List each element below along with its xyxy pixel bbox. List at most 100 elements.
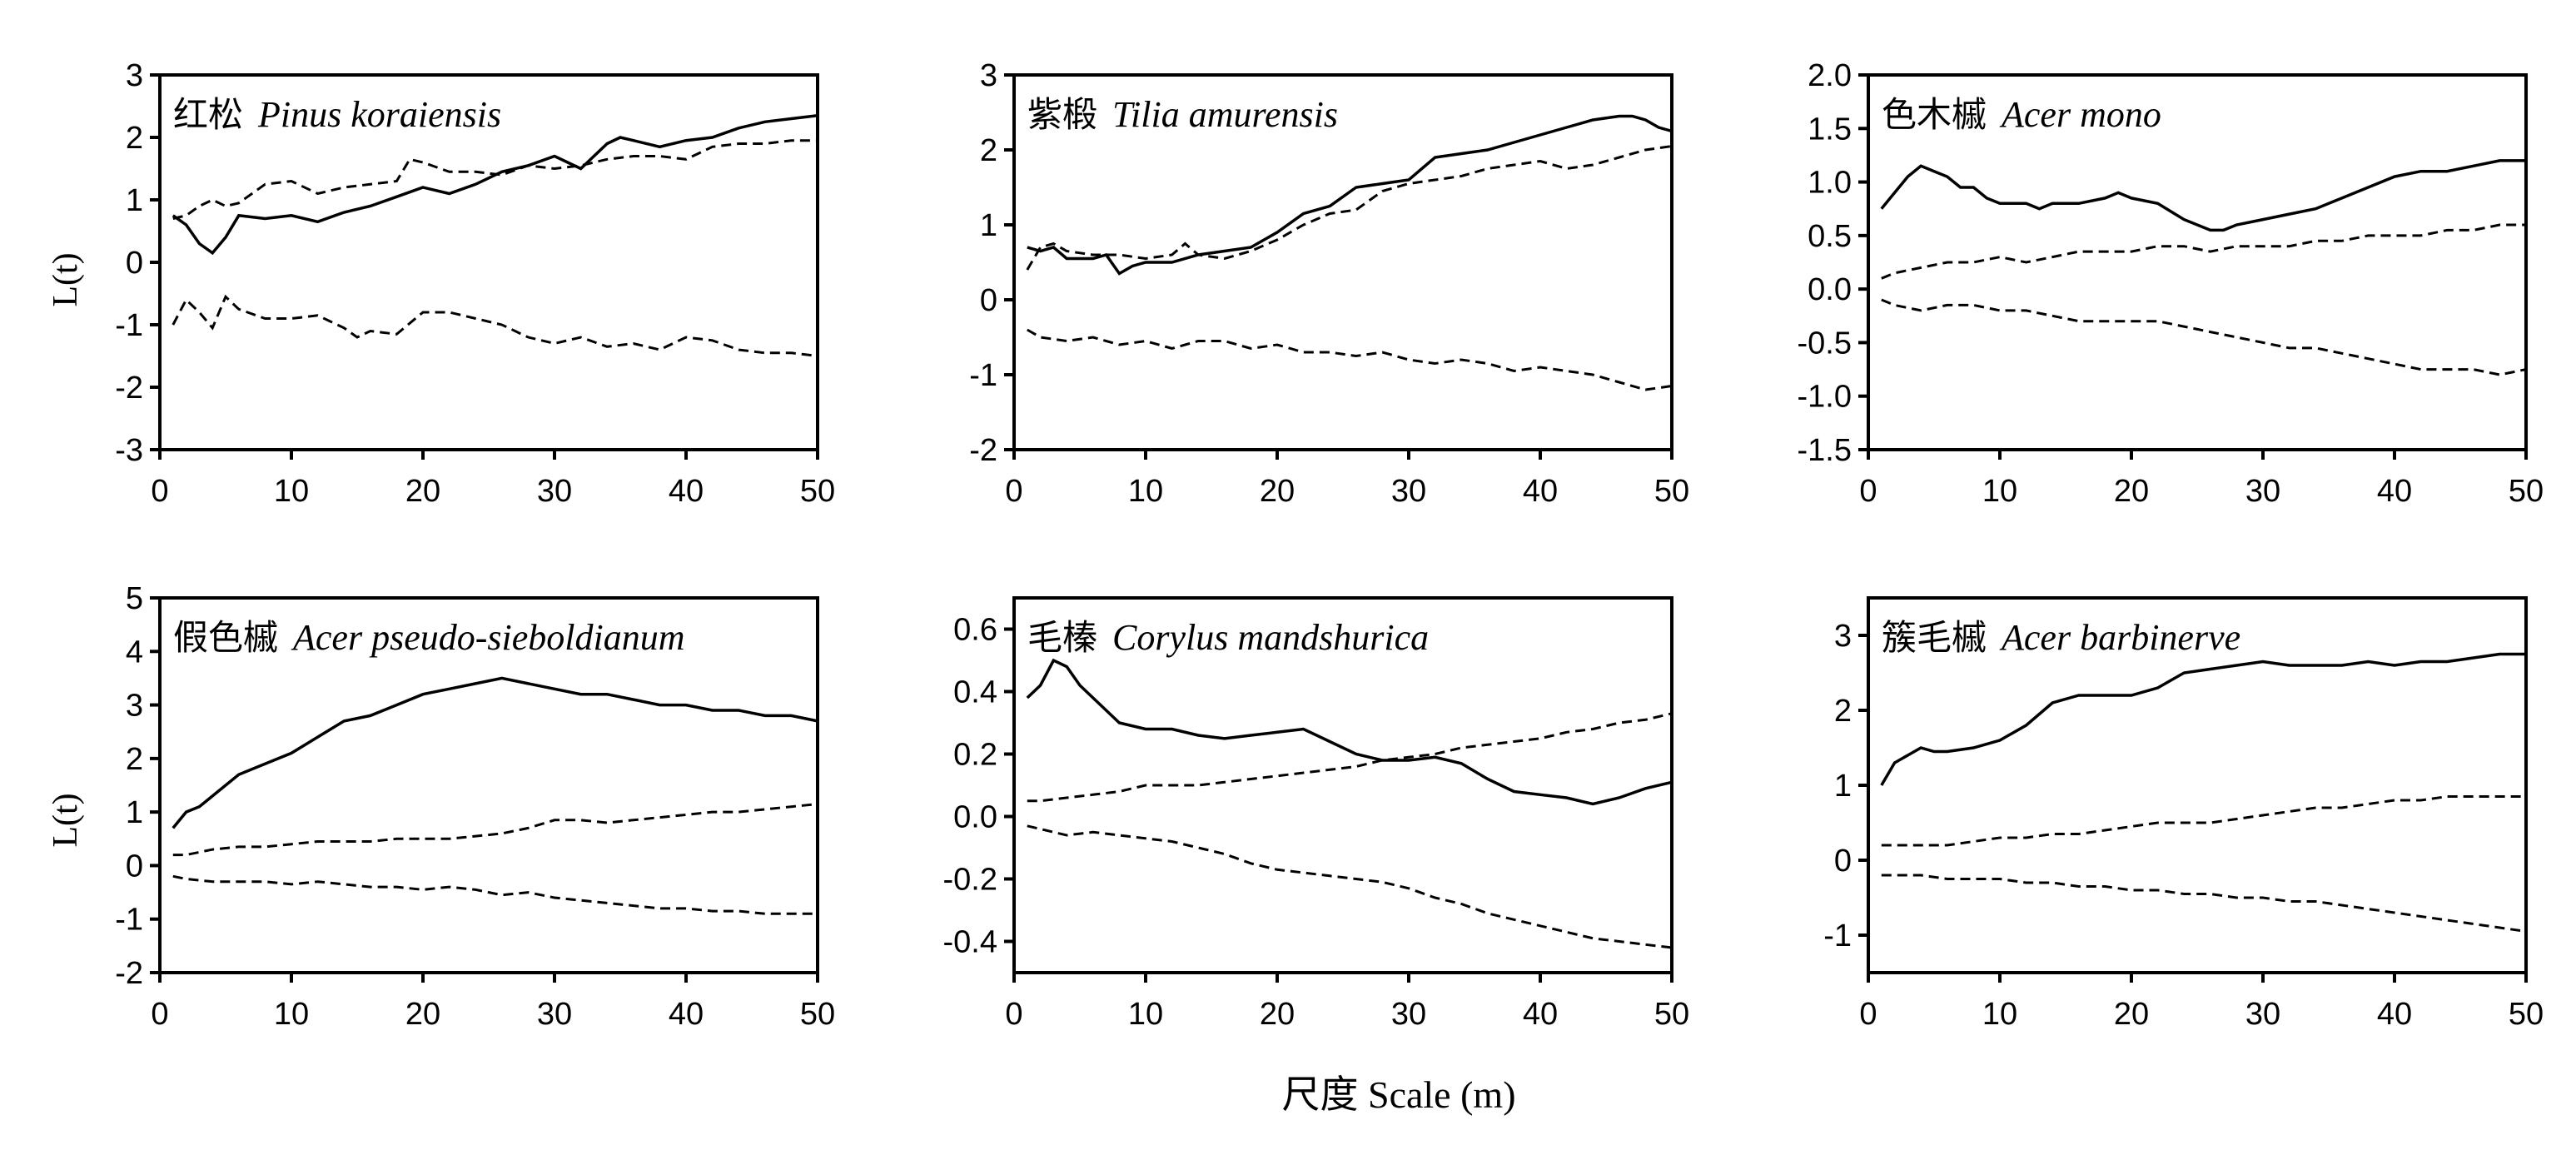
y-tick-label: 0 bbox=[1834, 844, 1852, 879]
x-tick-label: 10 bbox=[1128, 474, 1163, 509]
y-tick-label: 0 bbox=[980, 283, 997, 318]
row1-y-label: L(t) bbox=[47, 252, 85, 306]
x-tick-label: 20 bbox=[1260, 997, 1295, 1032]
y-tick-label: 2 bbox=[1834, 694, 1852, 729]
y-tick-label: 1 bbox=[126, 795, 143, 830]
species-name-cn: 色木槭 bbox=[1882, 94, 1987, 135]
species-name-cn: 红松 bbox=[173, 94, 243, 135]
x-tick-label: 40 bbox=[669, 474, 704, 509]
x-tick-label: 50 bbox=[2509, 474, 2544, 509]
y-tick-label: -1 bbox=[115, 308, 143, 343]
x-tick-label: 30 bbox=[1391, 474, 1426, 509]
x-tick-label: 0 bbox=[151, 997, 168, 1032]
species-name-cn: 假色槭 bbox=[173, 617, 278, 658]
y-tick-label: 2 bbox=[126, 742, 143, 777]
upper-envelope-line bbox=[172, 139, 818, 220]
y-tick-label: 0 bbox=[126, 849, 143, 884]
y-tick-label: -3 bbox=[115, 433, 143, 468]
species-name-latin: Acer pseudo-sieboldianum bbox=[291, 617, 684, 658]
species-name-latin: Acer barbinerve bbox=[1999, 617, 2240, 658]
y-tick-label: 4 bbox=[126, 635, 143, 670]
panel-title: 紫椴 Tilia amurensis bbox=[1027, 94, 1338, 135]
x-tick-label: 50 bbox=[2509, 997, 2544, 1032]
x-tick-label: 10 bbox=[1128, 997, 1163, 1032]
x-tick-label: 10 bbox=[1982, 474, 2017, 509]
y-tick-label: 1 bbox=[126, 183, 143, 218]
panel-6: 0 10 20 30 40 50 -1 0 1 2 3 簇毛槭 Acer barbinerve bbox=[1823, 596, 2544, 1032]
lower-envelope-line bbox=[172, 874, 818, 915]
x-tick-label: 30 bbox=[1391, 997, 1426, 1032]
x-tick-label: 40 bbox=[2377, 997, 2412, 1032]
panel-2: 0 10 20 30 40 50 -2 -1 0 1 2 3 紫椴 Tilia amurensis bbox=[969, 58, 1689, 509]
y-tick-label: -0.2 bbox=[943, 863, 997, 898]
x-tick-label: 20 bbox=[405, 474, 440, 509]
x-tick-label: 20 bbox=[405, 997, 440, 1032]
x-tick-label: 30 bbox=[537, 474, 572, 509]
x-tick-label: 40 bbox=[1523, 997, 1558, 1032]
x-tick-label: 40 bbox=[669, 997, 704, 1032]
lower-envelope-line bbox=[1027, 328, 1673, 391]
x-tick-label: 0 bbox=[1005, 474, 1022, 509]
lower-envelope-line bbox=[172, 294, 818, 357]
species-name-latin: Pinus koraiensis bbox=[257, 94, 501, 135]
y-tick-label: 1.0 bbox=[1808, 166, 1852, 201]
y-tick-label: -2 bbox=[115, 956, 143, 991]
y-tick-label: 5 bbox=[126, 581, 143, 616]
y-tick-label: 0.6 bbox=[953, 613, 997, 648]
y-tick-label: -0.5 bbox=[1798, 326, 1852, 361]
x-tick-label: 0 bbox=[1859, 997, 1877, 1032]
y-tick-label: -1 bbox=[115, 903, 143, 938]
plot-frame bbox=[158, 596, 819, 974]
y-tick-label: 0 bbox=[126, 246, 143, 281]
panel-5: 0 10 20 30 40 50 -0.4 -0.2 0.0 0.2 0.4 0.6 毛榛 Corylus… bbox=[943, 596, 1689, 1032]
x-tick-label: 30 bbox=[2245, 474, 2280, 509]
upper-envelope-line bbox=[172, 803, 818, 857]
x-tick-label: 50 bbox=[1654, 997, 1689, 1032]
x-tick-label: 40 bbox=[2377, 474, 2412, 509]
observed-line bbox=[1026, 658, 1673, 806]
panel-4: 0 10 20 30 40 50 -2 -1 0 1 2 3 4 5 假色槭 Acer pseudo-sieb… bbox=[115, 581, 835, 1032]
observed-line bbox=[1027, 114, 1673, 276]
panel-title: 假色槭 Acer pseudo-sieboldianum bbox=[173, 617, 684, 658]
y-tick-label: 1 bbox=[980, 208, 997, 243]
x-tick-label: 50 bbox=[800, 474, 835, 509]
x-tick-label: 30 bbox=[2245, 997, 2280, 1032]
upper-envelope-line bbox=[1881, 795, 2526, 847]
upper-envelope-line bbox=[1027, 712, 1673, 803]
species-name-latin: Tilia amurensis bbox=[1112, 94, 1338, 135]
y-tick-label: -2 bbox=[115, 371, 143, 406]
plot-frame bbox=[1012, 596, 1673, 974]
x-tick-label: 20 bbox=[2114, 997, 2149, 1032]
species-name-cn: 簇毛槭 bbox=[1882, 617, 1987, 658]
panel-1: 0 10 20 30 40 50 -3 -2 -1 0 1 2 3 红松 Pinus koraiensis bbox=[115, 58, 835, 509]
species-name-latin: Corylus mandshurica bbox=[1112, 617, 1429, 658]
x-tick-label: 0 bbox=[1005, 997, 1022, 1032]
observed-line bbox=[172, 114, 818, 256]
upper-envelope-line bbox=[1026, 145, 1673, 271]
y-tick-label: -1.5 bbox=[1798, 433, 1852, 468]
x-tick-label: 0 bbox=[151, 474, 168, 509]
y-tick-label: 2.0 bbox=[1808, 58, 1852, 93]
species-name-cn: 毛榛 bbox=[1027, 617, 1097, 658]
panel-3: 0 10 20 30 40 50 -1.5 -1.0 -0.5 0.0 0.5 1.0 1.5 2.0 色木… bbox=[1798, 58, 2544, 509]
y-tick-label: 3 bbox=[1834, 619, 1852, 654]
plot-frame bbox=[1012, 73, 1673, 451]
lower-envelope-line bbox=[1027, 824, 1673, 949]
y-tick-label: 0.0 bbox=[953, 800, 997, 835]
figure-x-label: 尺度 Scale (m) bbox=[1281, 1073, 1515, 1116]
panel-title: 簇毛槭 Acer barbinerve bbox=[1882, 617, 2240, 658]
x-tick-label: 20 bbox=[2114, 474, 2149, 509]
y-tick-label: 0.5 bbox=[1808, 219, 1852, 254]
lower-envelope-line bbox=[1881, 874, 2527, 933]
y-tick-label: 1 bbox=[1834, 769, 1852, 804]
y-tick-label: 2 bbox=[126, 121, 143, 156]
lower-envelope-line bbox=[1881, 298, 2527, 376]
y-tick-label: -1 bbox=[969, 358, 997, 393]
y-tick-label: 2 bbox=[980, 133, 997, 168]
species-name-cn: 紫椴 bbox=[1027, 94, 1097, 135]
y-tick-label: 0.4 bbox=[953, 675, 997, 710]
upper-envelope-line bbox=[1881, 223, 2526, 280]
y-tick-label: -2 bbox=[969, 433, 997, 468]
